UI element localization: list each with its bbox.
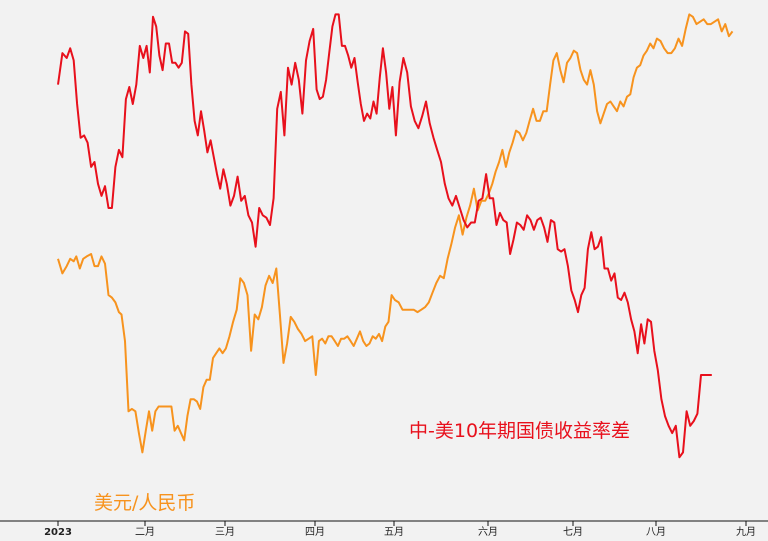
series-label-usdcny: 美元/人民币 — [94, 492, 195, 514]
x-tick-label: 2023 — [44, 527, 72, 538]
x-tick-label: 八月 — [646, 526, 666, 538]
x-tick-label: 九月 — [736, 526, 756, 538]
x-tick-label: 三月 — [215, 526, 235, 538]
x-tick-label: 六月 — [478, 526, 498, 538]
x-tick-label: 二月 — [135, 526, 155, 538]
series-line-usdcny — [57, 13, 734, 454]
x-tick-label: 五月 — [384, 526, 404, 538]
series-layer — [57, 13, 734, 459]
x-tick-label: 四月 — [305, 526, 325, 538]
series-label-spread: 中-美10年期国债收益率差 — [409, 420, 630, 442]
series-line-spread — [57, 13, 712, 459]
x-axis-ticks: 2023 二月 三月 四月 五月 六月 七月 八月 九月 — [44, 521, 756, 538]
x-tick-label: 七月 — [563, 526, 583, 538]
